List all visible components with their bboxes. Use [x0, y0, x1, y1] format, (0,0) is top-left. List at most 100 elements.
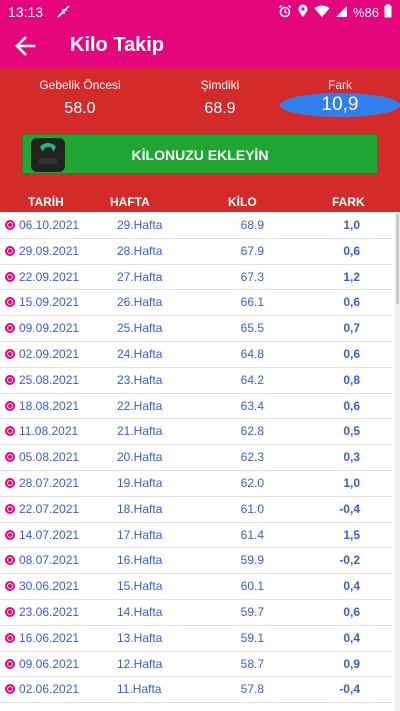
- row-kilo: 61.4: [240, 527, 264, 542]
- row-bullet-icon: [5, 426, 15, 437]
- now-label: Şimdiki: [200, 78, 240, 92]
- row-bullet-icon: [5, 658, 15, 669]
- table-row[interactable]: 28.07.2021 19.Hafta 62.0 1,0: [0, 470, 392, 497]
- weight-summary: Gebelik Öncesi 58.0 Şimdiki 68.9 Fark 10…: [0, 68, 400, 192]
- row-diff: 1,5: [343, 527, 360, 542]
- row-date: 09.06.2021: [19, 656, 80, 671]
- row-kilo: 63.4: [240, 398, 264, 413]
- row-diff: 0,6: [343, 243, 360, 258]
- summary-diff: Fark: [270, 78, 400, 94]
- list-scrollbar[interactable]: [395, 212, 400, 711]
- table-row[interactable]: 09.06.2021 12.Hafta 58.7 0,9: [0, 651, 392, 678]
- now-value: 68.9: [204, 100, 236, 117]
- scrollbar-thumb[interactable]: [396, 214, 399, 304]
- header-kilo: KİLO: [228, 195, 257, 209]
- alarm-icon: [278, 4, 292, 21]
- row-diff: 0,6: [343, 605, 360, 619]
- table-row[interactable]: 29.09.2021 28.Hafta 67.9 0,6: [0, 238, 392, 265]
- battery-icon: [384, 4, 392, 21]
- table-row[interactable]: 18.08.2021 22.Hafta 63.4 0,6: [0, 393, 392, 420]
- diff-label: Fark: [328, 78, 352, 92]
- row-date: 30.06.2021: [19, 579, 80, 594]
- row-week: 20.Hafta: [117, 450, 163, 465]
- row-diff: 1,0: [343, 218, 360, 232]
- row-date: 09.09.2021: [19, 321, 80, 336]
- row-bullet-icon: [5, 478, 15, 488]
- row-diff: 0,8: [343, 372, 360, 387]
- table-row[interactable]: 09.09.2021 25.Hafta 65.5 0,7: [0, 315, 392, 342]
- row-bullet-icon: [5, 271, 15, 282]
- table-row[interactable]: 16.06.2021 13.Hafta 59.1 0,4: [0, 625, 392, 652]
- row-date: 22.09.2021: [19, 269, 80, 284]
- row-bullet-icon: [5, 297, 15, 308]
- table-row[interactable]: 25.08.2021 23.Hafta 64.2 0,8: [0, 367, 392, 394]
- row-bullet-icon: [5, 400, 15, 411]
- row-date: 06.10.2021: [19, 218, 80, 232]
- location-icon: [297, 4, 309, 21]
- row-kilo: 62.3: [240, 450, 264, 465]
- row-week: 24.Hafta: [117, 347, 163, 361]
- row-kilo: 67.9: [240, 243, 264, 258]
- table-row[interactable]: 02.09.2021 24.Hafta 64.8 0,6: [0, 341, 392, 368]
- row-bullet-icon: [5, 323, 15, 334]
- row-diff: -0,2: [339, 553, 360, 568]
- status-time: 13:13: [8, 4, 44, 20]
- table-row[interactable]: 22.07.2021 18.Hafta 61.0 -0,4: [0, 496, 392, 523]
- row-week: 15.Hafta: [117, 579, 163, 594]
- row-bullet-icon: [5, 452, 15, 463]
- row-date: 16.06.2021: [19, 630, 80, 645]
- table-row[interactable]: 14.07.2021 17.Hafta 61.4 1,5: [0, 522, 392, 549]
- row-date: 25.08.2021: [19, 372, 80, 387]
- table-row[interactable]: 08.07.2021 16.Hafta 59.9 -0,2: [0, 547, 392, 575]
- row-diff: 0,6: [343, 295, 360, 310]
- row-week: 17.Hafta: [117, 527, 163, 542]
- row-kilo: 59.1: [240, 630, 264, 645]
- app-bar: Kilo Takip: [0, 24, 400, 68]
- before-label: Gebelik Öncesi: [39, 78, 121, 92]
- row-week: 26.Hafta: [117, 295, 163, 310]
- row-kilo: 60.1: [240, 579, 264, 594]
- status-bar: 13:13 %86: [0, 0, 400, 24]
- table-row[interactable]: 30.06.2021 15.Hafta 60.1 0,4: [0, 573, 392, 600]
- table-row[interactable]: 05.08.2021 20.Hafta 62.3 0,3: [0, 444, 392, 471]
- row-bullet-icon: [5, 374, 15, 385]
- weight-list[interactable]: 06.10.2021 29.Hafta 68.9 1,0 29.09.2021 28.Ha…: [0, 212, 400, 711]
- page-title: Kilo Takip: [70, 34, 165, 56]
- row-bullet-icon: [5, 632, 15, 643]
- row-week: 29.Hafta: [117, 218, 163, 232]
- arrow-left-icon[interactable]: [12, 33, 40, 59]
- row-week: 18.Hafta: [117, 501, 163, 516]
- row-kilo: 59.9: [240, 553, 264, 568]
- table-row[interactable]: 11.08.2021 21.Hafta 62.8 0,5: [0, 418, 392, 446]
- row-diff: 1,0: [343, 476, 360, 490]
- row-week: 25.Hafta: [117, 321, 163, 336]
- table-row[interactable]: 23.06.2021 14.Hafta 59.7 0,6: [0, 599, 392, 626]
- add-weight-button[interactable]: KİLONUZU EKLEYİN: [22, 134, 378, 174]
- header-diff: FARK: [332, 195, 365, 209]
- row-bullet-icon: [5, 607, 15, 617]
- row-kilo: 62.8: [240, 424, 264, 439]
- row-date: 11.08.2021: [19, 424, 79, 439]
- row-week: 23.Hafta: [117, 372, 163, 387]
- row-kilo: 59.7: [240, 605, 264, 619]
- battery-text: %86: [352, 5, 379, 20]
- table-row[interactable]: 06.10.2021 29.Hafta 68.9 1,0: [0, 212, 392, 239]
- row-diff: -0,4: [339, 682, 360, 697]
- row-week: 14.Hafta: [117, 605, 163, 619]
- row-bullet-icon: [5, 503, 15, 514]
- row-week: 22.Hafta: [117, 398, 163, 413]
- signal-icon: [335, 5, 348, 21]
- row-kilo: 67.3: [240, 269, 264, 284]
- row-week: 21.Hafta: [117, 424, 163, 439]
- row-week: 16.Hafta: [117, 553, 163, 568]
- row-diff: 0,5: [343, 424, 360, 439]
- row-kilo: 65.5: [240, 321, 264, 336]
- table-row[interactable]: 02.06.2021 11.Hafta 57.8 -0,4: [0, 676, 392, 704]
- row-date: 28.07.2021: [19, 476, 80, 490]
- row-diff: 0,6: [343, 398, 360, 413]
- table-row[interactable]: 15.09.2021 26.Hafta 66.1 0,6: [0, 289, 392, 317]
- row-date: 15.09.2021: [19, 295, 80, 310]
- row-kilo: 64.2: [240, 372, 264, 387]
- table-row[interactable]: 22.09.2021 27.Hafta 67.3 1,2: [0, 264, 392, 291]
- row-date: 05.08.2021: [19, 450, 80, 465]
